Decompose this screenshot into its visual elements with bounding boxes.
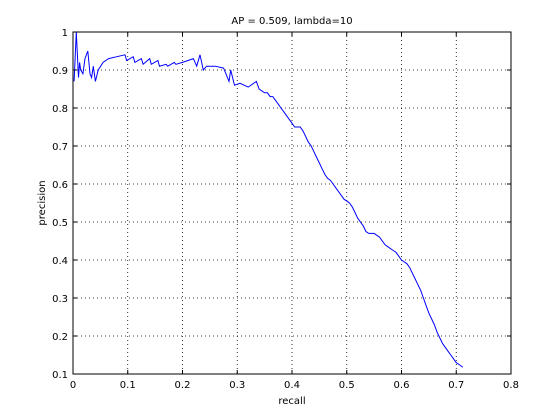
y-tick-label: 0.3 bbox=[52, 294, 68, 305]
ticks bbox=[72, 31, 512, 375]
y-tick-label: 0.7 bbox=[52, 142, 68, 153]
x-tick-label: 0.5 bbox=[339, 380, 355, 391]
y-tick-label: 0.2 bbox=[52, 332, 68, 343]
x-axis-label: recall bbox=[278, 396, 305, 407]
x-tick-label: 0.7 bbox=[448, 380, 464, 391]
y-tick-label: 0.5 bbox=[52, 218, 68, 229]
y-tick-label: 0.6 bbox=[52, 180, 68, 191]
y-tick-labels: 0.1 0.2 0.3 0.4 0.5 0.6 0.7 0.8 0.9 1 bbox=[52, 28, 68, 381]
precision-recall-curve bbox=[73, 31, 464, 368]
plot-area bbox=[73, 32, 511, 374]
x-tick-label: 0.3 bbox=[229, 380, 245, 391]
x-tick-labels: 0 0.1 0.2 0.3 0.4 0.5 0.6 0.7 0.8 bbox=[70, 380, 519, 391]
y-tick-label: 0.1 bbox=[52, 370, 68, 381]
y-axis-label: precision bbox=[37, 180, 48, 225]
y-tick-label: 0.9 bbox=[52, 66, 68, 77]
grid-lines bbox=[73, 32, 511, 374]
x-tick-label: 0.8 bbox=[503, 380, 519, 391]
x-tick-label: 0.6 bbox=[394, 380, 410, 391]
x-tick-label: 0.2 bbox=[175, 380, 191, 391]
y-tick-label: 0.8 bbox=[52, 104, 68, 115]
series-layer bbox=[73, 31, 464, 368]
chart-title: AP = 0.509, lambda=10 bbox=[231, 16, 352, 27]
y-tick-label: 1 bbox=[62, 28, 68, 39]
x-tick-label: 0.4 bbox=[284, 380, 300, 391]
y-tick-label: 0.4 bbox=[52, 256, 68, 267]
x-tick-label: 0.1 bbox=[120, 380, 136, 391]
x-tick-label: 0 bbox=[70, 380, 76, 391]
